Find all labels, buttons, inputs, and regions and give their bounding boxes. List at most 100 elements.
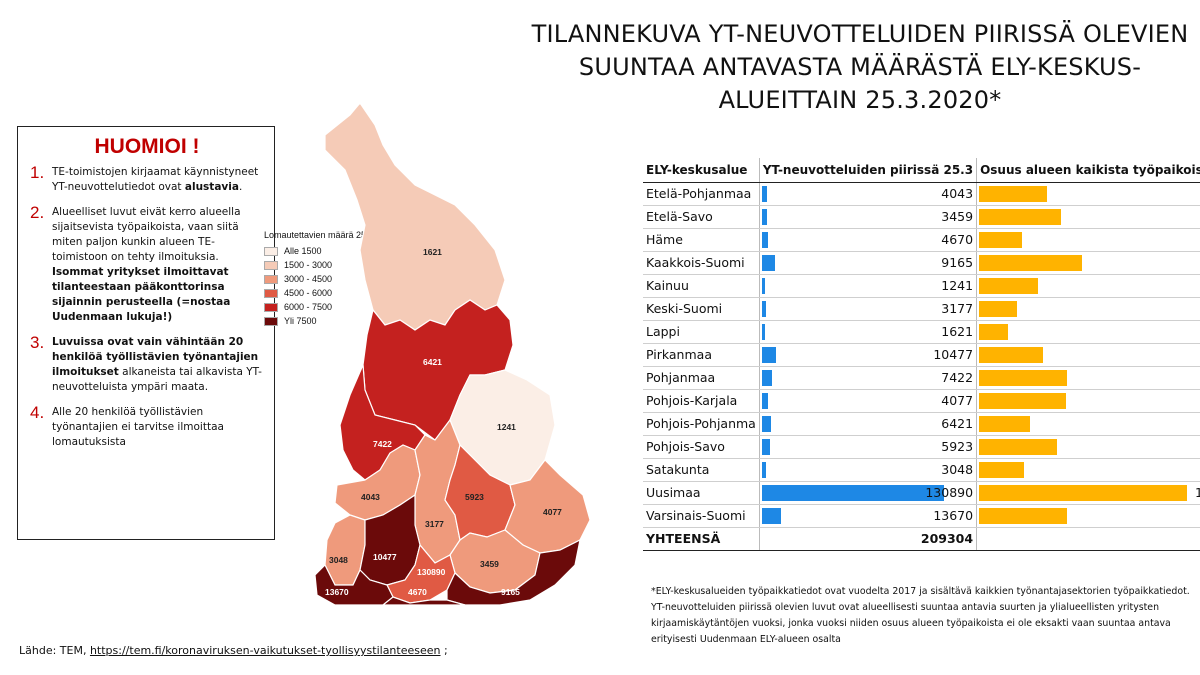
table-row: Pirkanmaa 104775,0 (643, 343, 1200, 367)
yt-bar (761, 484, 944, 501)
yt-value: 4077 (941, 393, 974, 408)
yt-value: 4043 (941, 186, 974, 201)
row-yt-cell: 5923 (758, 435, 977, 459)
note-item: 4. Alle 20 henkilöä työllistävien työnant… (30, 403, 264, 450)
table-row: Pohjois-Pohjanma 64214,0 (643, 412, 1200, 436)
yt-bar (761, 208, 767, 225)
note-number: 3. (30, 333, 45, 352)
share-bar (979, 415, 1031, 432)
region-varsinais-suomi (314, 563, 394, 605)
note-box: HUOMIOI ! 1. TE-toimistojen kirjaamat käy… (17, 126, 275, 540)
legend-item: 4500 - 6000 (264, 286, 376, 300)
legend-item: Alle 1500 (264, 244, 376, 258)
row-yt-cell: 9165 (758, 251, 977, 275)
title-line-3: ALUEITTAIN 25.3.2020* (718, 86, 1002, 114)
yt-bar (761, 231, 769, 248)
table-row: Kaakkois-Suomi 91658,1 (643, 251, 1200, 275)
row-region-name: Varsinais-Suomi (643, 504, 760, 528)
note-text: Alle 20 henkilöä työllistävien työnantaj… (52, 405, 264, 450)
row-yt-cell: 13670 (758, 504, 977, 528)
header-share: Osuus alueen kaikista työpaikoista* (976, 158, 1200, 183)
header-region: ELY-keskusalue (643, 158, 760, 183)
note-text-bold: Isommat yritykset ilmoittavat tilanteest… (52, 266, 231, 323)
map-legend: Lomautettavien määrä 25.3. Alle 1500 1500… (264, 230, 376, 328)
share-bar (979, 484, 1188, 501)
share-bar (979, 507, 1068, 524)
share-bar (979, 254, 1083, 271)
map-label-satakunta: 3048 (329, 555, 348, 565)
legend-swatch (264, 316, 278, 326)
row-share-cell: 4,0 (976, 412, 1200, 436)
share-bar (979, 300, 1018, 317)
row-share-cell: 3,5 (976, 458, 1200, 482)
row-share-cell: 3,4 (976, 228, 1200, 252)
table-row: Satakunta 30483,5 (643, 458, 1200, 482)
map-label-pohjanmaa: 7422 (373, 439, 392, 449)
note-number: 4. (30, 403, 45, 422)
note-item: 3. Luvuissa ovat vain vähintään 20 henkil… (30, 333, 264, 395)
table-row: Etelä-Savo 34596,4 (643, 205, 1200, 229)
title-line-1: TILANNEKUVA YT-NEUVOTTELUIDEN PIIRISSÄ O… (531, 20, 1189, 48)
map-label-kaakkois-suomi: 9165 (501, 587, 520, 597)
note-item: 2. Alueelliset luvut eivät kerro alu­eell… (30, 204, 264, 325)
map-label-pohjois-pohjanmaa: 6421 (423, 357, 442, 367)
yt-value: 9165 (941, 255, 974, 270)
note-text-plain: Alueelliset luvut eivät kerro alu­eella … (52, 206, 241, 263)
row-yt-cell: 4043 (758, 182, 977, 206)
note-text-tail: alkaneista tai al­kavista YT-neuvottelui… (52, 366, 262, 393)
yt-value: 3459 (941, 209, 974, 224)
map-label-pohjois-karjala: 4077 (543, 507, 562, 517)
map-label-lappi: 1621 (423, 247, 442, 257)
row-region-name: Satakunta (643, 458, 760, 482)
footnote: *ELY-keskusalueiden työpaikkatiedot ovat… (651, 586, 1190, 645)
yt-value: 4670 (941, 232, 974, 247)
row-share-cell: 6,8 (976, 389, 1200, 413)
legend-label: 4500 - 6000 (284, 288, 333, 298)
yt-value: 13670 (933, 508, 974, 523)
yt-value: 130890 (925, 485, 974, 500)
row-yt-cell: 4077 (758, 389, 977, 413)
note-list: 1. TE-toimistojen kirjaamat käyn­nistynee… (30, 164, 264, 450)
yt-bar (761, 507, 781, 524)
source-link[interactable]: https://tem.fi/koronaviruksen-vaikutukse… (89, 644, 441, 657)
title-line-2: SUUNTAA ANTAVASTA MÄÄRÄSTÄ ELY-KESKUS- (578, 53, 1142, 81)
header-yt: YT-neuvotteluiden piirissä 25.3 (758, 158, 977, 183)
legend-label: Alle 1500 (284, 246, 322, 256)
table-total-row: YHTEENSÄ2093049,1 (643, 526, 1200, 551)
yt-bar (761, 415, 771, 432)
row-yt-cell: 7422 (758, 366, 977, 390)
table-row: Varsinais-Suomi 136706,9 (643, 504, 1200, 528)
data-table: ELY-keskusalue YT-neuvotteluiden piiriss… (643, 158, 1200, 551)
legend-swatch (264, 274, 278, 284)
yt-value: 1621 (941, 324, 974, 339)
row-share-cell: 5,3 (976, 182, 1200, 206)
row-yt-cell: 1241 (758, 274, 977, 298)
yt-value: 3177 (941, 301, 974, 316)
note-item: 1. TE-toimistojen kirjaamat käyn­nistynee… (30, 164, 264, 195)
map-label-etela-pohjanmaa: 4043 (361, 492, 380, 502)
row-region-name: Pirkanmaa (643, 343, 760, 367)
row-share-cell: 6,9 (976, 366, 1200, 390)
row-share-cell: 6,9 (976, 504, 1200, 528)
table-row: Pohjanmaa 74226,9 (643, 366, 1200, 390)
yt-bar (761, 392, 768, 409)
note-text-bold: Luvuissa ovat vain vähintään 20 henkilöä… (52, 336, 259, 378)
legend-label: 1500 - 3000 (284, 260, 333, 270)
table-header-row: ELY-keskusalue YT-neuvotteluiden piiriss… (643, 158, 1200, 183)
yt-value: 10477 (933, 347, 974, 362)
yt-value: 7422 (941, 370, 974, 385)
note-text: Luvuissa ovat vain vähintään 20 henkilöä… (52, 335, 264, 395)
legend-item: 6000 - 7500 (264, 300, 376, 314)
map-label-etela-savo: 3459 (480, 559, 499, 569)
row-region-name: Lappi (643, 320, 760, 344)
share-bar (979, 461, 1024, 478)
finland-map: 1621 6421 1241 7422 4043 5923 4077 3177 … (314, 102, 591, 605)
table-row: Kainuu 12414,6 (643, 274, 1200, 298)
row-region-name: Etelä-Pohjanmaa (643, 182, 760, 206)
share-bar (979, 438, 1057, 455)
yt-bar (761, 438, 771, 455)
map-label-pohjois-savo: 5923 (465, 492, 484, 502)
row-share-cell: 16,3 (976, 481, 1200, 505)
region-lappi (324, 102, 506, 331)
legend-label: 6000 - 7500 (284, 302, 333, 312)
